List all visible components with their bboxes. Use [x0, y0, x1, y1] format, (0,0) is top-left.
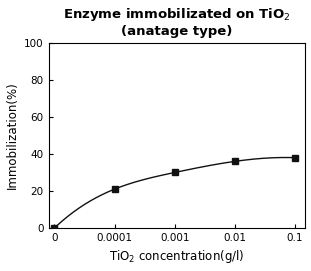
X-axis label: TiO$_2$ concentration(g/l): TiO$_2$ concentration(g/l)	[109, 249, 245, 265]
Y-axis label: Immobilization(%): Immobilization(%)	[6, 82, 19, 189]
Title: Enzyme immobilizated on TiO$_2$
(anatage type): Enzyme immobilizated on TiO$_2$ (anatage…	[63, 6, 291, 38]
